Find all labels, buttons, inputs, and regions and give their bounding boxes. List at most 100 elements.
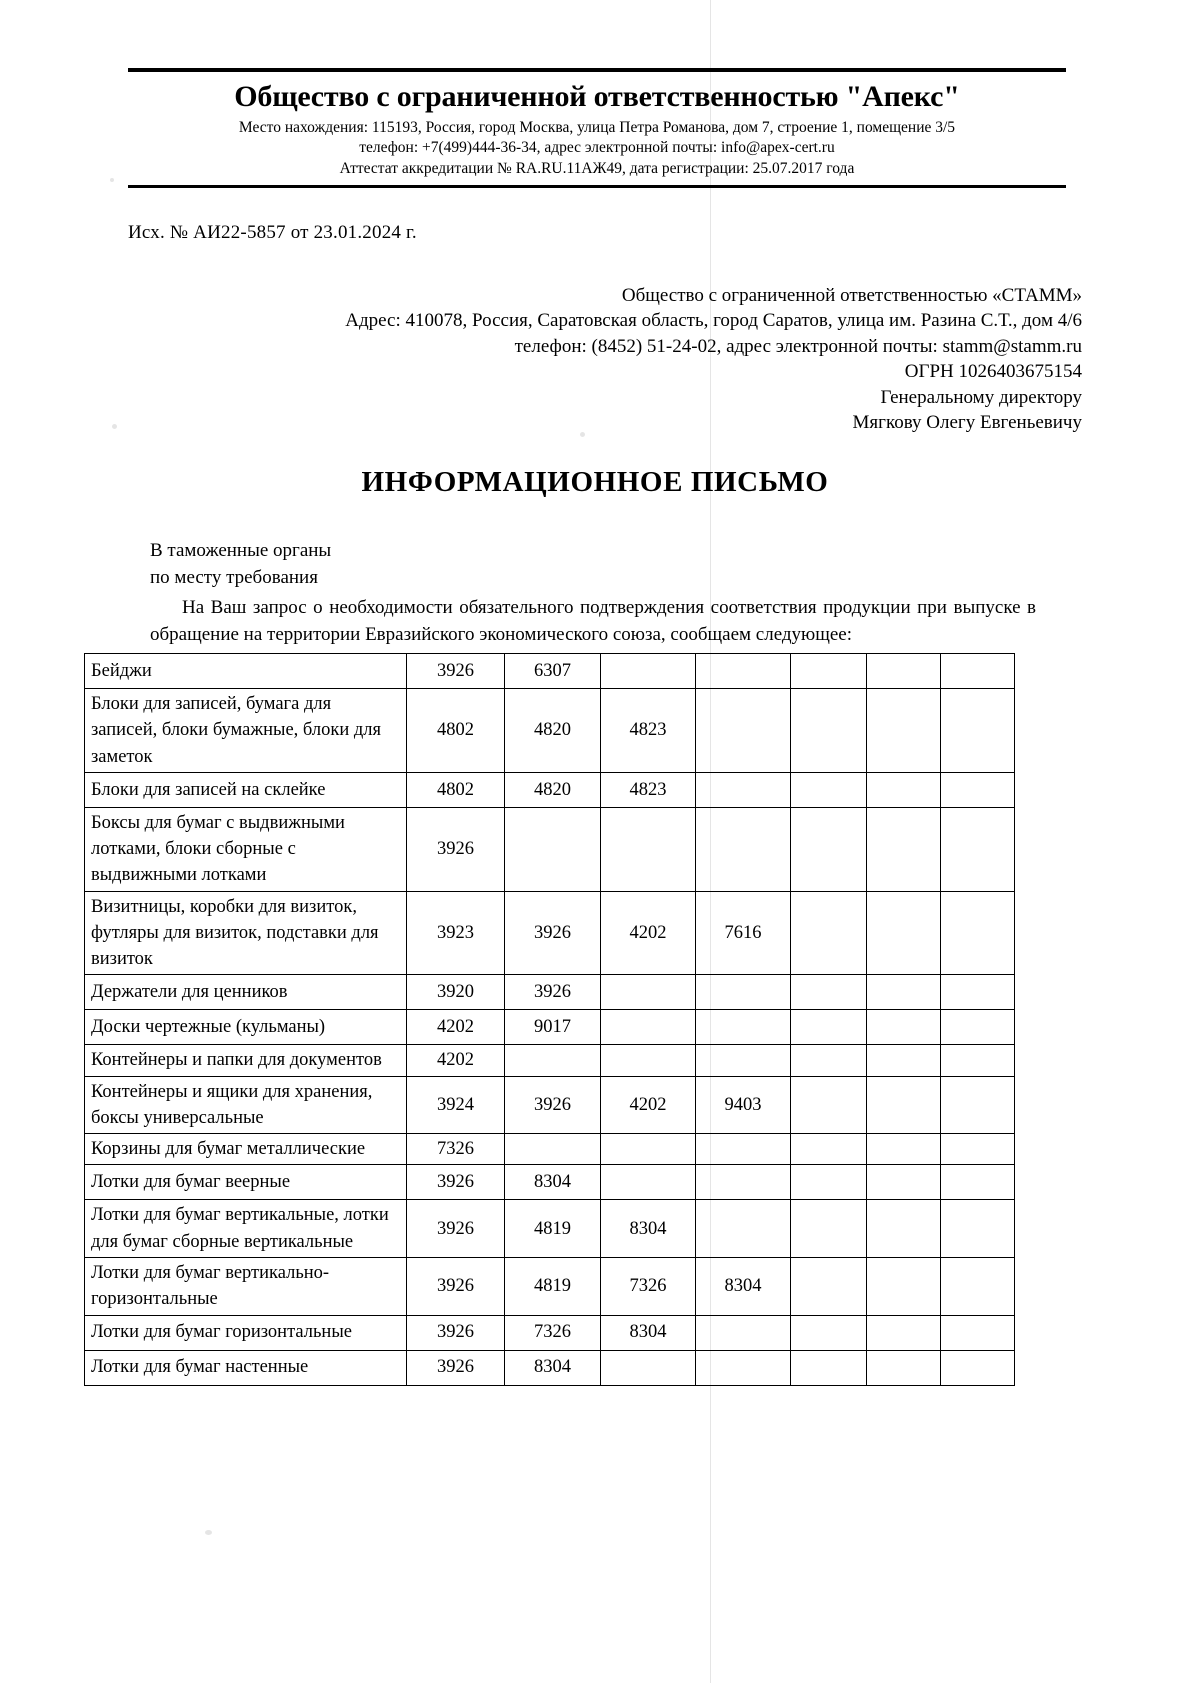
- code-cell: [695, 653, 791, 689]
- code-cell: 4823: [600, 771, 696, 808]
- product-name-cell: Блоки для записей, бумага для записей, б…: [84, 688, 407, 773]
- code-cell: [600, 653, 696, 689]
- code-cell: [866, 771, 941, 808]
- code-cell: [695, 1044, 791, 1077]
- table-row: Корзины для бумаг металлические 7326: [84, 1133, 1015, 1166]
- code-cell: [940, 1256, 1015, 1316]
- code-cell: [790, 1314, 867, 1351]
- table-row: Лотки для бумаг вертикально-горизонтальн…: [84, 1256, 1015, 1316]
- code-cell: [600, 1133, 696, 1166]
- product-name-cell: Визитницы, коробки для визиток, футляры …: [84, 890, 407, 976]
- code-cell: 9017: [504, 1009, 601, 1046]
- code-cell: 7326: [504, 1314, 601, 1351]
- code-cell: [790, 974, 867, 1011]
- recipient-title: Генеральному директору: [880, 386, 1082, 408]
- code-cell: [866, 806, 941, 892]
- code-cell: [790, 653, 867, 689]
- code-cell: 3926: [504, 890, 601, 976]
- code-cell: 3926: [406, 1256, 505, 1316]
- code-cell: [695, 974, 791, 1011]
- code-cell: 4802: [406, 771, 505, 808]
- code-cell: 3926: [406, 1164, 505, 1201]
- product-name-cell: Лотки для бумаг веерные: [84, 1164, 407, 1201]
- code-cell: [940, 1349, 1015, 1386]
- code-cell: [695, 806, 791, 892]
- table-row: Лотки для бумаг настенные 3926 8304: [84, 1349, 1015, 1386]
- code-cell: [695, 1314, 791, 1351]
- code-cell: 4820: [504, 771, 601, 808]
- code-cell: [866, 653, 941, 689]
- table-row: Контейнеры и ящики для хранения, боксы у…: [84, 1075, 1015, 1135]
- code-cell: [790, 1133, 867, 1166]
- product-name-cell: Лотки для бумаг вертикальные, лотки для …: [84, 1199, 407, 1258]
- body-block: В таможенные органы по месту требования …: [150, 538, 1036, 649]
- company-address: Место нахождения: 115193, Россия, город …: [238, 118, 956, 136]
- code-cell: [600, 1044, 696, 1077]
- code-cell: 3923: [406, 890, 505, 976]
- code-cell: [695, 771, 791, 808]
- code-cell: 9403: [695, 1075, 791, 1135]
- codes-table-wrap: Бейджи 3926 6307 Блоки для записей, бумага …: [84, 653, 1015, 1386]
- code-cell: [940, 1044, 1015, 1077]
- code-cell: [790, 1009, 867, 1046]
- code-cell: 3926: [504, 974, 601, 1011]
- code-cell: 3926: [504, 1075, 601, 1135]
- code-cell: 7326: [406, 1133, 505, 1166]
- code-cell: [866, 1075, 941, 1135]
- code-cell: [866, 1164, 941, 1201]
- table-row: Лотки для бумаг горизонтальные 3926 7326 83…: [84, 1314, 1015, 1351]
- code-cell: 8304: [695, 1256, 791, 1316]
- code-cell: 3926: [406, 806, 505, 892]
- table-row: Блоки для записей на склейке 4802 4820 4823: [84, 771, 1015, 808]
- product-name-cell: Лотки для бумаг настенные: [84, 1349, 407, 1386]
- letterhead: Общество с ограниченной ответственностью…: [128, 68, 1066, 189]
- code-cell: [940, 1314, 1015, 1351]
- table-row: Лотки для бумаг вертикальные, лотки для …: [84, 1199, 1015, 1258]
- code-cell: 4202: [406, 1044, 505, 1077]
- body-line-2: по месту требования: [150, 566, 318, 588]
- product-name-cell: Держатели для ценников: [84, 974, 407, 1011]
- code-cell: 8304: [600, 1199, 696, 1258]
- product-name-cell: Лотки для бумаг горизонтальные: [84, 1314, 407, 1351]
- code-cell: 4820: [504, 688, 601, 773]
- code-cell: 4202: [600, 890, 696, 976]
- addressee-address: Адрес: 410078, Россия, Саратовская облас…: [345, 310, 1082, 332]
- table-row: Боксы для бумаг с выдвижными лотками, бл…: [84, 806, 1015, 892]
- code-cell: 3920: [406, 974, 505, 1011]
- code-cell: [866, 1133, 941, 1166]
- code-cell: [866, 1314, 941, 1351]
- table-row: Визитницы, коробки для визиток, футляры …: [84, 890, 1015, 976]
- code-cell: [790, 890, 867, 976]
- addressee-block: Общество с ограниченной ответственностью…: [252, 283, 1082, 436]
- table-row: Лотки для бумаг веерные 3926 8304: [84, 1164, 1015, 1201]
- code-cell: [504, 806, 601, 892]
- code-cell: 4823: [600, 688, 696, 773]
- codes-table-body: Бейджи 3926 6307 Блоки для записей, бумага …: [84, 653, 1015, 1386]
- code-cell: 4802: [406, 688, 505, 773]
- code-cell: [940, 1133, 1015, 1166]
- code-cell: [866, 974, 941, 1011]
- scan-speck: [112, 424, 117, 429]
- product-name-cell: Лотки для бумаг вертикально-горизонтальн…: [84, 1256, 407, 1316]
- code-cell: [940, 688, 1015, 773]
- code-cell: [866, 1199, 941, 1258]
- code-cell: [600, 974, 696, 1011]
- code-cell: [504, 1044, 601, 1077]
- code-cell: 8304: [600, 1314, 696, 1351]
- code-cell: [940, 1164, 1015, 1201]
- code-cell: [790, 1164, 867, 1201]
- table-row: Контейнеры и папки для документов 4202: [84, 1044, 1015, 1077]
- page-title: ИНФОРМАЦИОННОЕ ПИСЬМО: [361, 466, 829, 498]
- code-cell: 7616: [695, 890, 791, 976]
- product-name-cell: Бейджи: [84, 653, 407, 689]
- code-cell: [790, 1256, 867, 1316]
- code-cell: [866, 1009, 941, 1046]
- code-cell: [695, 1349, 791, 1386]
- code-cell: [695, 1199, 791, 1258]
- company-accreditation: Аттестат аккредитации № RA.RU.11АЖ49, да…: [339, 159, 855, 177]
- product-name-cell: Боксы для бумаг с выдвижными лотками, бл…: [84, 806, 407, 892]
- code-cell: [940, 1009, 1015, 1046]
- code-cell: [695, 1164, 791, 1201]
- code-cell: [866, 688, 941, 773]
- body-line-1: В таможенные органы: [150, 540, 332, 561]
